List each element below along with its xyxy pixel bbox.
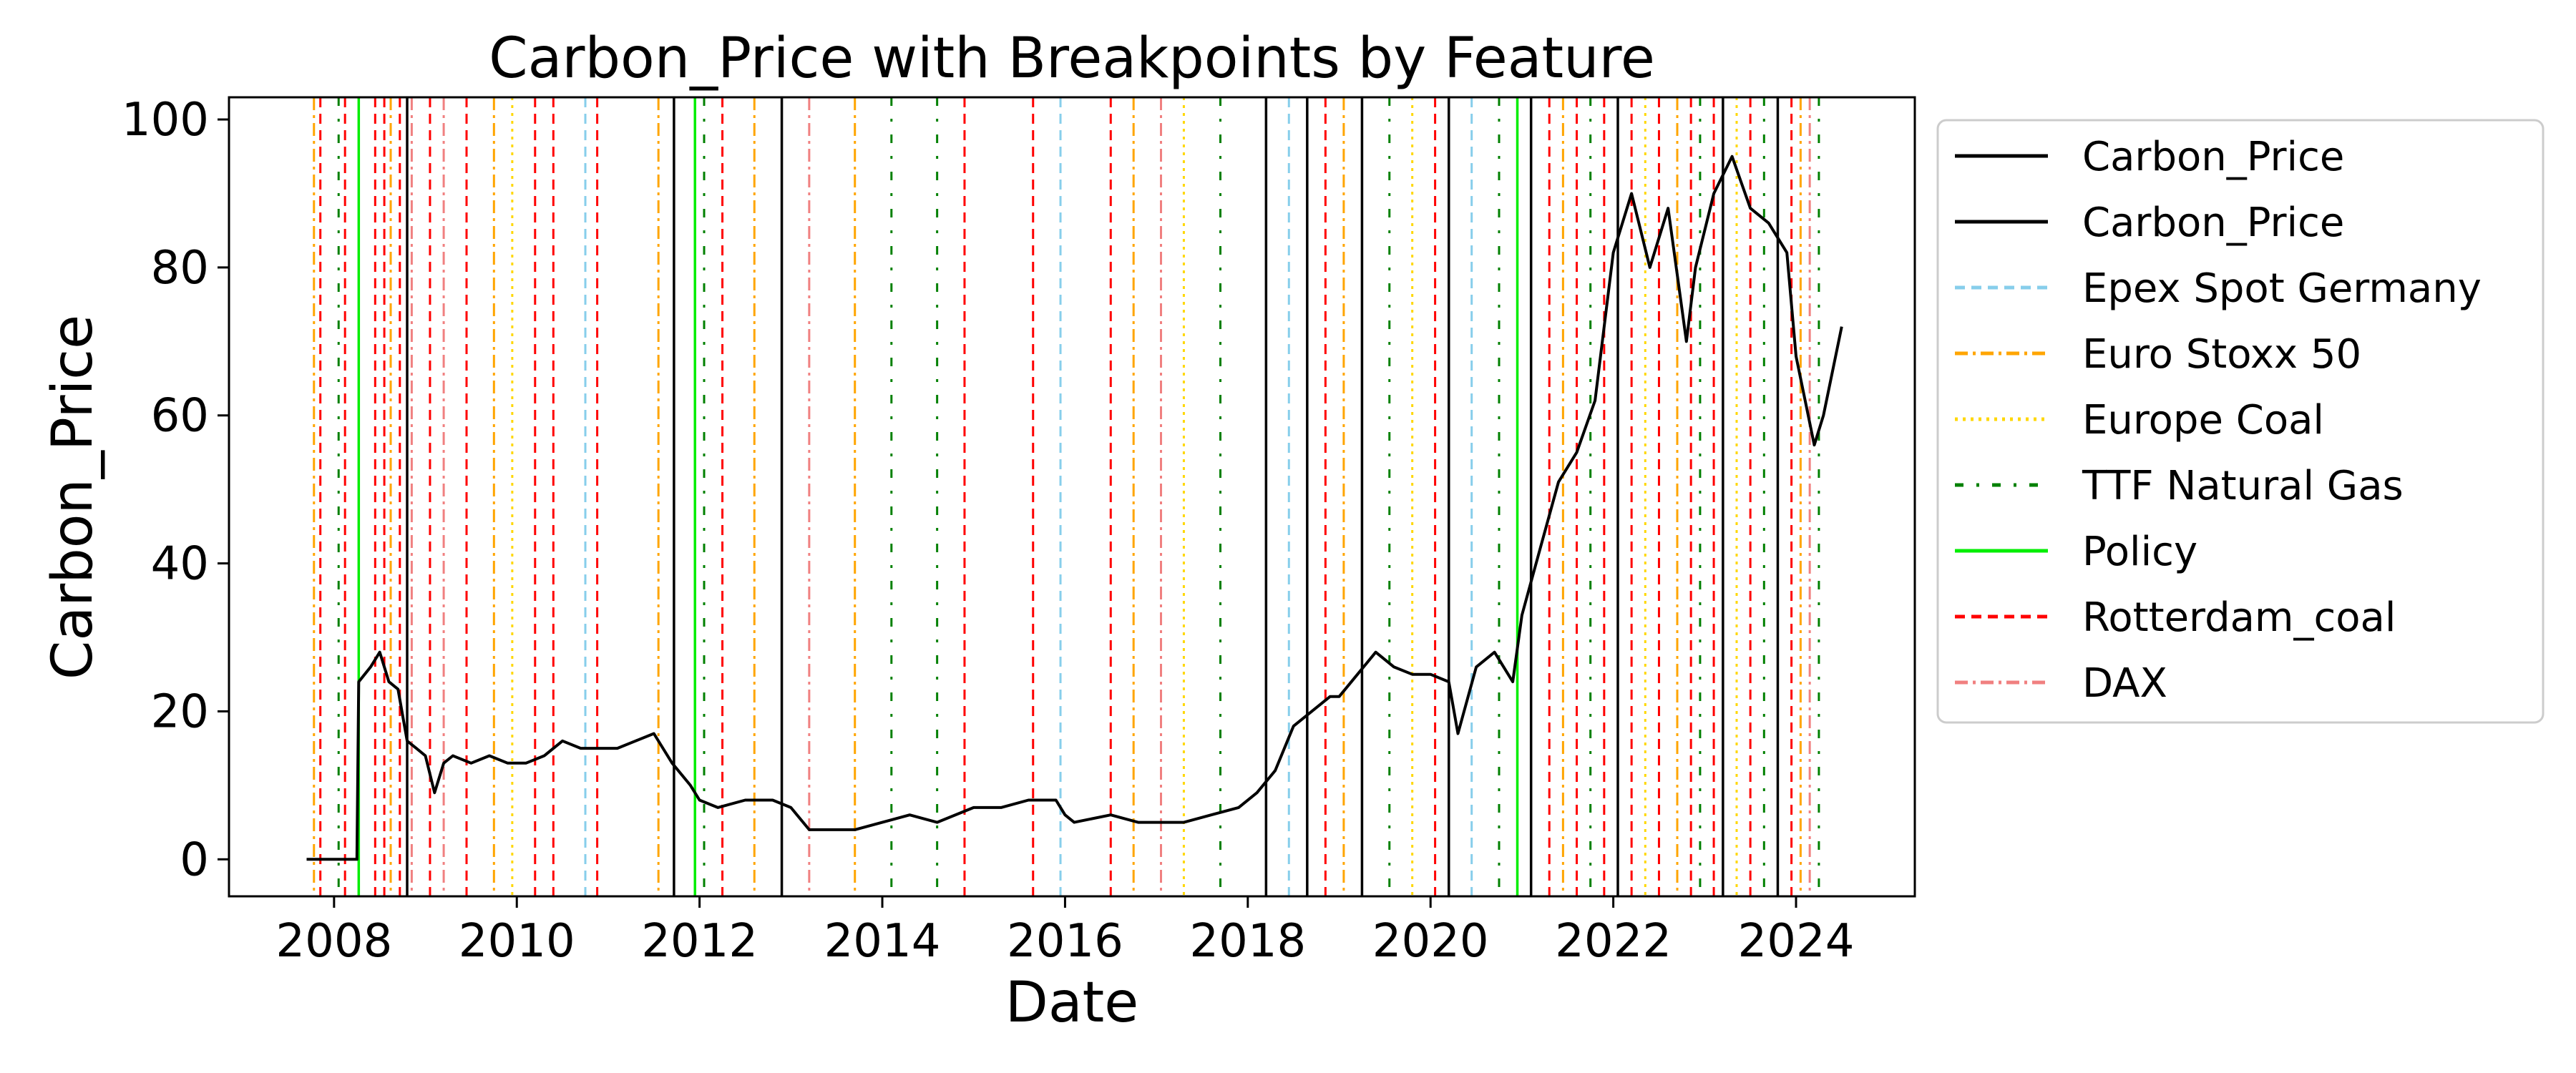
legend-item: Epex Spot Germany [1955,265,2482,312]
x-tick-label: 2016 [1007,915,1123,968]
x-tick-label: 2024 [1738,915,1855,968]
legend-label: Rotterdam_coal [2082,594,2396,641]
y-tick-label: 0 [180,833,209,886]
x-tick-label: 2020 [1372,915,1489,968]
legend-box [1936,119,2545,724]
y-tick-label: 20 [151,685,209,738]
x-tick-label: 2014 [824,915,941,968]
legend-item: TTF Natural Gas [1955,463,2404,509]
x-tick-label: 2008 [275,915,392,968]
legend-item: Rotterdam_coal [1955,594,2396,641]
legend-item: DAX [1955,660,2167,707]
y-axis: 0 20 40 60 80 100 [122,94,229,886]
legend-item: Carbon_Price [1955,134,2344,180]
legend-label: Epex Spot Germany [2082,265,2482,312]
legend-item: Carbon_Price [1955,200,2344,246]
legend-item: Euro Stoxx 50 [1955,331,2361,378]
legend-label: Euro Stoxx 50 [2082,331,2361,378]
legend-label: DAX [2082,660,2167,707]
chart-title: Carbon_Price with Breakpoints by Feature [489,26,1655,91]
legend-item: Policy [1955,529,2197,575]
legend-label: Policy [2082,529,2197,575]
x-tick-label: 2022 [1555,915,1672,968]
x-axis-label: Date [1005,971,1138,1035]
y-tick-label: 60 [151,390,209,443]
y-axis-label: Carbon_Price [41,315,105,680]
series-lines [306,155,1843,861]
y-tick-label: 40 [151,538,209,591]
x-tick-label: 2018 [1189,915,1306,968]
x-tick-label: 2010 [459,915,575,968]
legend-label: TTF Natural Gas [2082,463,2404,509]
x-tick-label: 2012 [641,915,758,968]
legend: Carbon_Price Carbon_Price Epex Spot German… [1936,119,2545,724]
plot-frame [228,96,1916,898]
legend-label: Carbon_Price [2082,200,2344,246]
y-tick-label: 80 [151,242,209,295]
legend-label: Carbon_Price [2082,134,2344,180]
series-line-carbon-price [306,155,1843,861]
legend-item: Europe Coal [1955,397,2324,444]
breakpoint-lines [313,97,1820,896]
x-axis: 2008 2010 2012 2014 2016 2018 2020 2022 2024 [275,896,1854,968]
legend-label: Europe Coal [2082,397,2324,444]
y-tick-label: 100 [122,94,209,147]
